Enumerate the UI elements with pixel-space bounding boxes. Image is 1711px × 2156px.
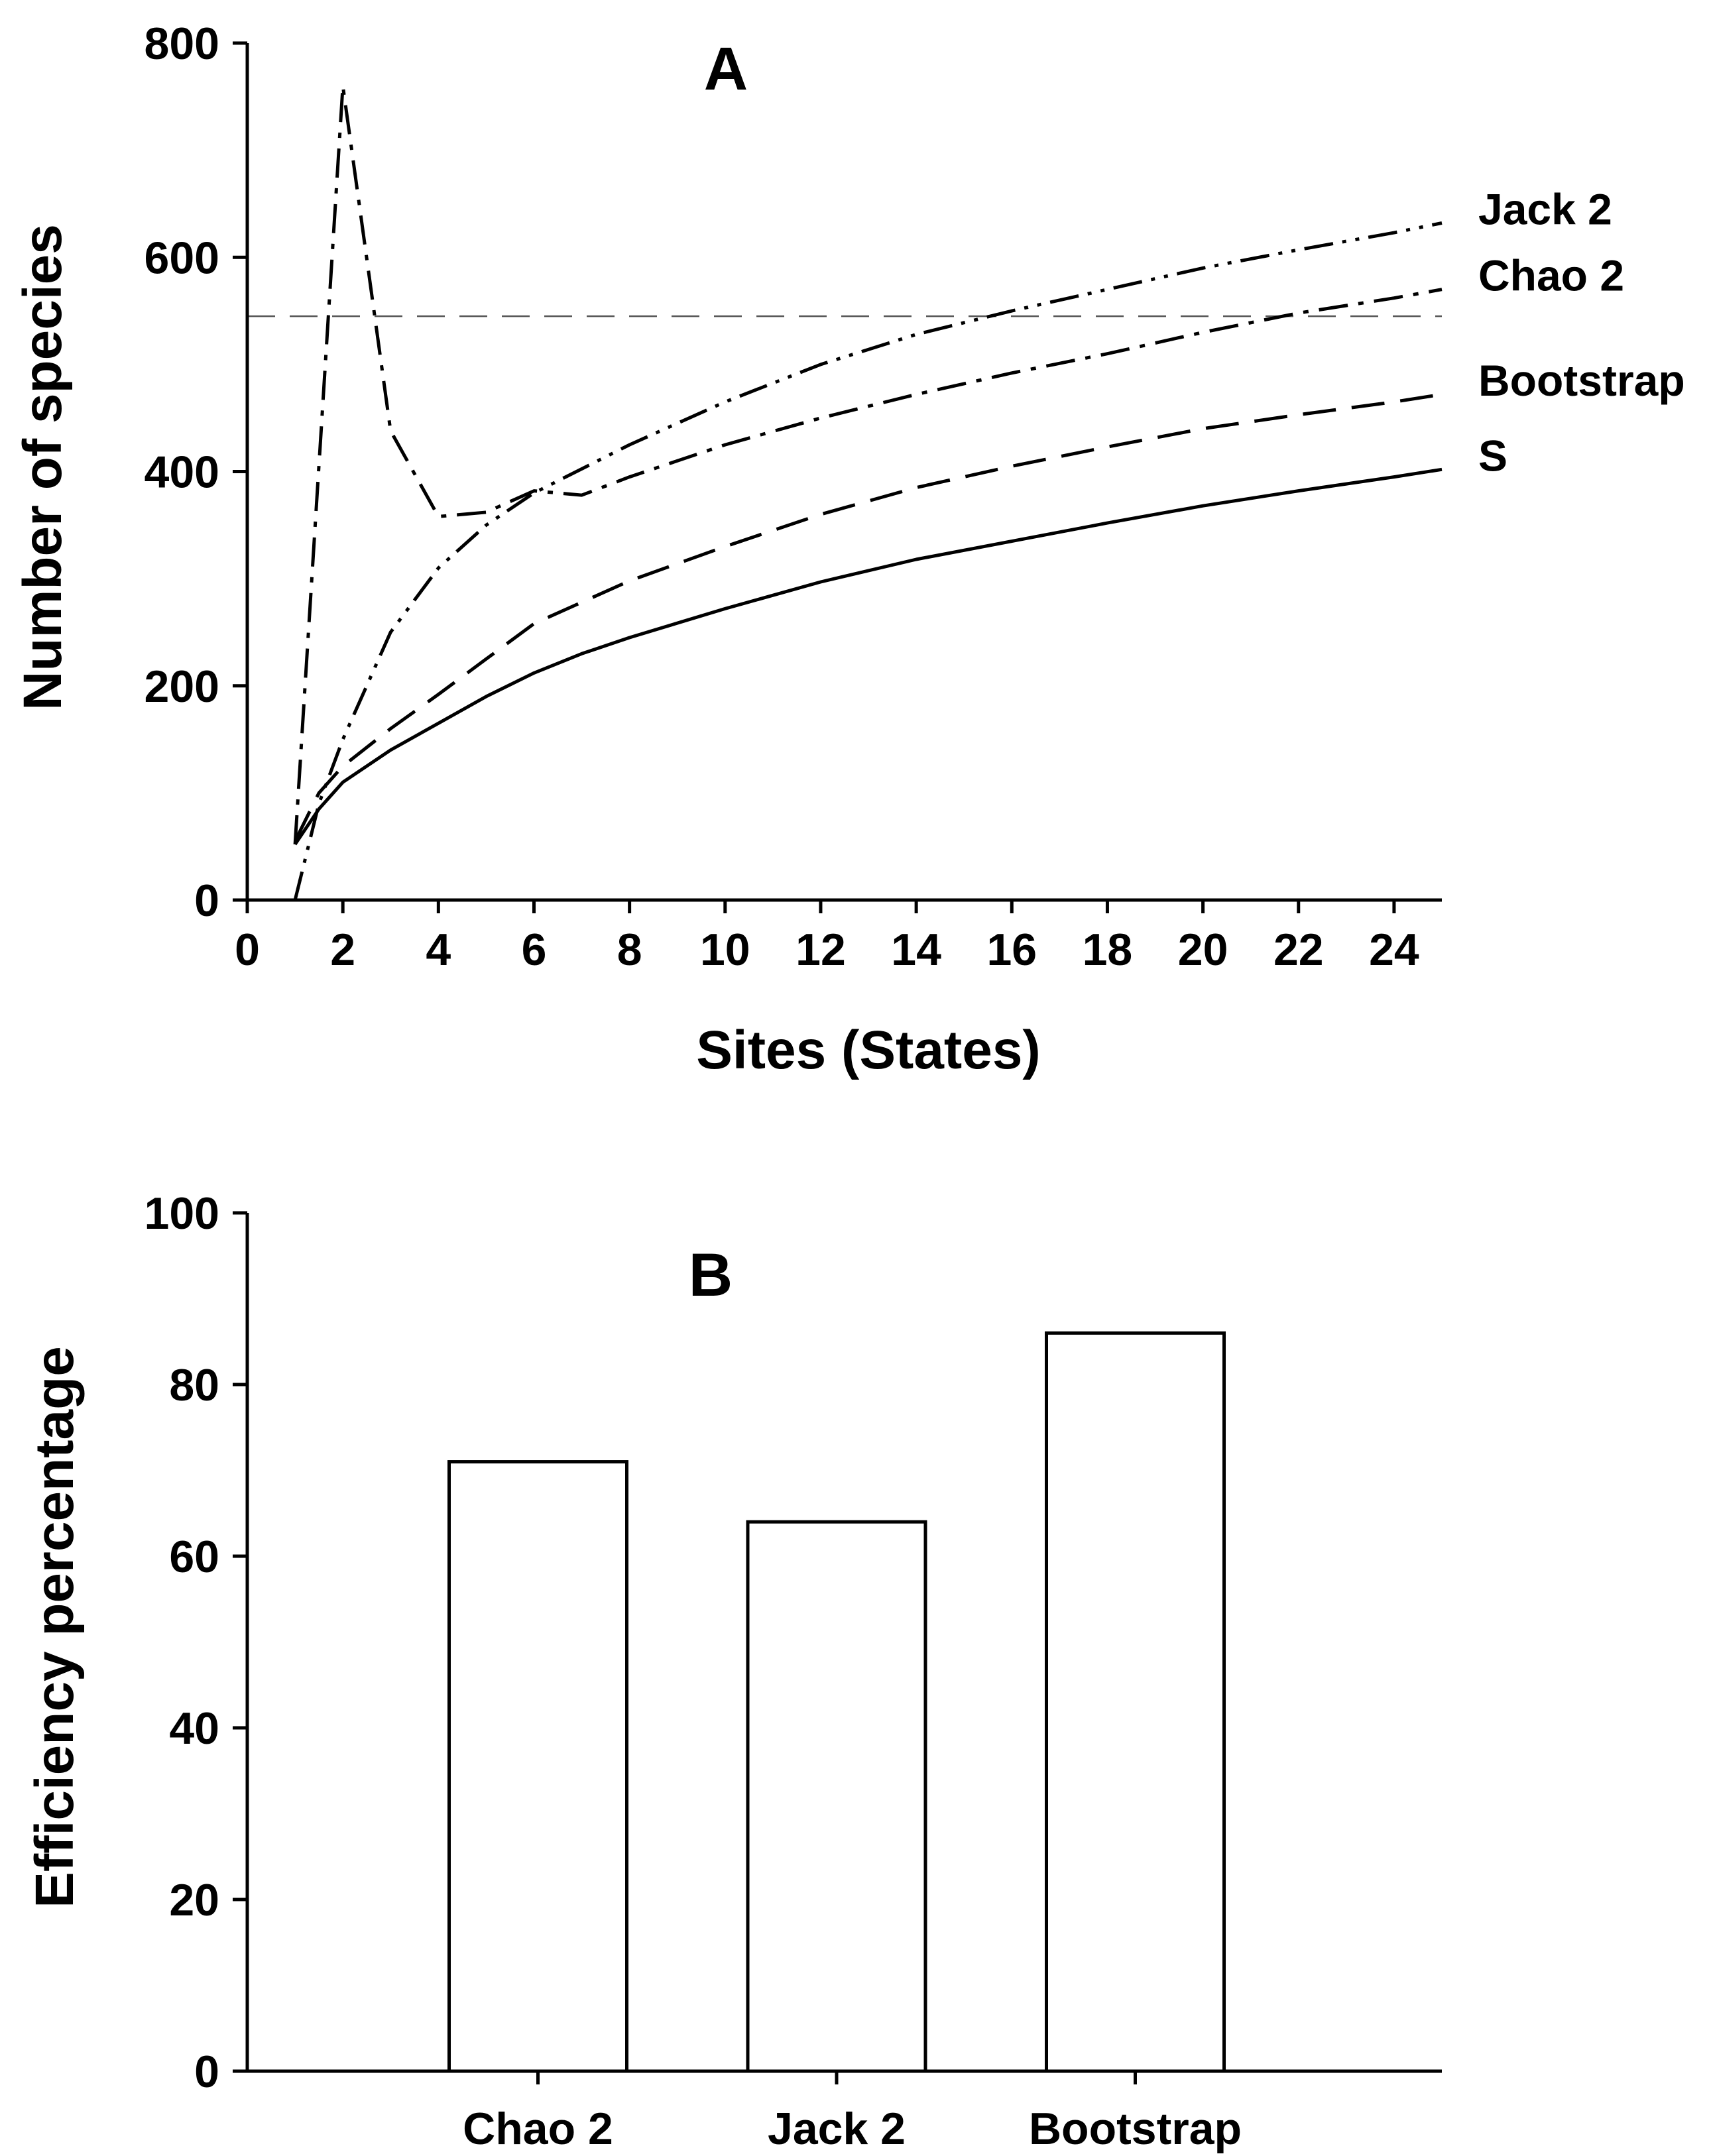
x-tick-label: 4	[426, 925, 451, 975]
x-category-label: Bootstrap	[1029, 2104, 1242, 2154]
panel-b-label: B	[689, 1241, 733, 1309]
y-tick-label: 60	[169, 1532, 219, 1582]
y-tick-label: 600	[145, 233, 219, 283]
y-tick-label: 40	[169, 1703, 219, 1754]
series-line-jack-2	[293, 221, 1443, 901]
x-tick-label: 10	[700, 925, 750, 975]
panel-b-ticks: 0 20 40 60 80 100 Chao 2 Jack 2 Bootstrap	[145, 1188, 1242, 2154]
y-tick-label: 800	[145, 19, 219, 69]
x-tick-label: 14	[891, 925, 941, 975]
series-label-s: S	[1478, 431, 1507, 480]
y-tick-label: 100	[145, 1188, 219, 1239]
series-line-bootstrap	[293, 392, 1443, 842]
y-tick-label: 200	[145, 661, 219, 712]
panel-b-bar-chart: 0 20 40 60 80 100 Chao 2 Jack 2 Bootstrap B Effi…	[25, 1188, 1442, 2154]
x-tick-label: 24	[1369, 925, 1419, 975]
series-group	[293, 84, 1443, 901]
x-tick-label: 0	[235, 925, 260, 975]
series-label-chao-2: Chao 2	[1478, 251, 1624, 300]
x-tick-label: 2	[330, 925, 355, 975]
x-tick-label: 20	[1178, 925, 1228, 975]
panel-a-axes	[245, 43, 1442, 902]
y-tick-label: 0	[194, 876, 219, 926]
x-category-label: Jack 2	[768, 2104, 906, 2154]
series-label-bootstrap: Bootstrap	[1478, 356, 1685, 405]
x-tick-label: 22	[1273, 925, 1324, 975]
x-tick-label: 16	[986, 925, 1037, 975]
x-tick-label: 8	[617, 925, 642, 975]
x-tick-label: 6	[522, 925, 547, 975]
bar-chao-2	[447, 1460, 628, 2073]
x-tick-label: 12	[796, 925, 846, 975]
panel-a-x-axis-title: Sites (States)	[696, 1020, 1041, 1080]
series-line-s	[294, 467, 1443, 846]
bars-group	[447, 1331, 1226, 2073]
series-line-chao-2	[293, 84, 1443, 845]
bar-jack-2	[746, 1520, 927, 2073]
x-category-label: Chao 2	[463, 2104, 613, 2154]
panel-b-y-axis-title: Efficiency percentage	[25, 1346, 85, 1908]
series-label-jack-2: Jack 2	[1478, 185, 1612, 234]
y-tick-label: 0	[194, 2047, 219, 2097]
panel-a-label: A	[704, 35, 748, 103]
bar-bootstrap	[1045, 1331, 1226, 2073]
series-labels: Jack 2 Chao 2 Bootstrap S	[1478, 185, 1685, 481]
panel-a-axis-lines	[245, 43, 1442, 902]
panel-a-y-axis-title: Number of species	[13, 224, 73, 710]
x-tick-label: 18	[1083, 925, 1133, 975]
y-tick-label: 20	[169, 1875, 219, 1925]
y-tick-label: 400	[145, 447, 219, 498]
y-tick-label: 80	[169, 1360, 219, 1410]
